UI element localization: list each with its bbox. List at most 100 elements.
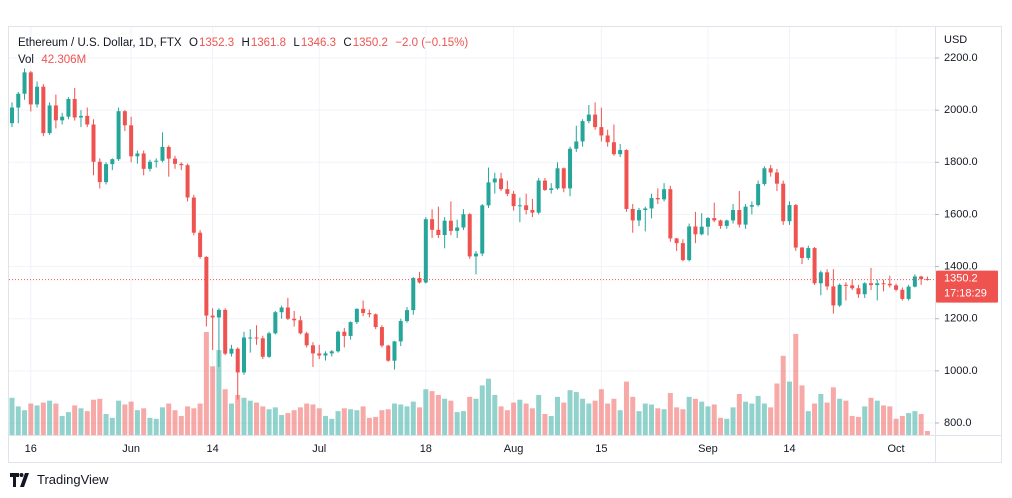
volume-bar	[686, 396, 692, 435]
volume-bar	[467, 396, 473, 435]
candle-body	[768, 168, 773, 173]
volume-bar	[611, 398, 617, 435]
volume-bar	[159, 407, 165, 435]
volume-bar	[366, 417, 372, 435]
candle-body	[398, 321, 403, 342]
volume-bar	[178, 415, 184, 435]
volume-bar	[592, 400, 598, 435]
volume-bar	[674, 407, 680, 435]
y-tick-label: 800.0	[944, 417, 972, 429]
candle-body	[712, 218, 717, 221]
candle-body	[373, 314, 378, 328]
candle-body	[210, 315, 215, 318]
volume-bar	[103, 414, 109, 435]
volume-bar	[498, 406, 504, 435]
volume-bar	[348, 409, 354, 435]
candle-body	[216, 309, 221, 318]
candle-body	[574, 141, 579, 149]
volume-bar	[109, 417, 115, 435]
volume-bar	[768, 407, 774, 435]
volume-bar	[862, 406, 868, 435]
brand[interactable]: TradingView	[10, 472, 109, 487]
candle-body	[561, 168, 566, 189]
volume-bar	[266, 409, 272, 435]
candle-body	[298, 320, 303, 334]
ohlc-row: Ethereum / U.S. Dollar, 1D, FTX O1352.3 …	[18, 35, 469, 52]
volume-bar	[216, 350, 222, 435]
candle-body	[241, 337, 246, 373]
volume-bar	[492, 394, 498, 435]
volume-bar	[655, 408, 661, 435]
volume-bar	[354, 410, 360, 435]
brand-name: TradingView	[37, 472, 109, 487]
volume-bar	[147, 417, 153, 435]
volume-bar	[40, 402, 46, 435]
volume-bar	[228, 403, 234, 435]
volume-bar	[529, 408, 535, 435]
x-tick-label: 16	[25, 443, 37, 455]
volume-bar	[260, 406, 266, 435]
volume-bar	[837, 398, 843, 435]
candle-body	[292, 318, 297, 321]
volume-bar	[793, 333, 799, 435]
volume-bar	[786, 381, 792, 435]
y-tick-label: 1600.0	[944, 208, 978, 220]
volume-bar	[78, 408, 84, 435]
volume-bar	[887, 406, 893, 435]
candle-body	[173, 158, 178, 164]
candle-body	[662, 189, 667, 200]
candle-body	[705, 218, 710, 227]
candle-body	[473, 253, 478, 257]
y-tick-label: 2200.0	[944, 52, 978, 64]
candle-body	[116, 111, 121, 160]
volume-bar	[22, 410, 28, 435]
candle-body	[611, 142, 616, 155]
countdown: 17:18:29	[944, 287, 987, 299]
volume-bar	[335, 411, 341, 435]
volume-bar	[191, 408, 197, 435]
candle-body	[624, 150, 629, 209]
candle-body	[480, 205, 485, 254]
candle-body	[342, 331, 347, 336]
price-label-bg	[936, 270, 998, 303]
volume-bar	[649, 404, 655, 435]
volume-bar	[755, 395, 761, 435]
candle-body	[806, 248, 811, 258]
volume-bar	[780, 355, 786, 435]
candle-body	[78, 115, 83, 118]
candle-body	[643, 208, 648, 211]
x-tick-label: Jun	[122, 443, 140, 455]
candle-body	[60, 116, 65, 121]
volume-bar	[84, 411, 90, 435]
volume-bar	[724, 418, 730, 435]
candle-body	[461, 214, 466, 228]
volume-bar	[203, 332, 209, 435]
legend: Ethereum / U.S. Dollar, 1D, FTX O1352.3 …	[18, 35, 469, 69]
candle-body	[724, 220, 729, 226]
volume-bar	[9, 397, 15, 435]
volume-bar	[247, 400, 253, 435]
volume-bar	[749, 403, 755, 435]
volume-bar	[329, 418, 335, 435]
candle-body	[97, 161, 102, 183]
volume-bar	[34, 405, 40, 435]
candle-body	[329, 351, 334, 354]
volume-bar	[435, 394, 441, 435]
volume-bar	[699, 401, 705, 435]
candle-body	[549, 188, 554, 190]
volume-bar	[153, 418, 159, 435]
volume-bar	[391, 403, 397, 435]
volume-bar	[304, 403, 310, 435]
volume-bar	[53, 403, 59, 435]
candle-body	[53, 105, 58, 121]
candle-body	[894, 285, 899, 290]
candle-body	[812, 248, 817, 284]
candle-body	[511, 193, 516, 207]
candle-body	[310, 345, 315, 354]
volume-bar	[830, 387, 836, 435]
candle-body	[586, 114, 591, 122]
candle-body	[825, 272, 830, 287]
candle-body	[906, 286, 911, 299]
candle-body	[693, 226, 698, 235]
candle-body	[129, 125, 134, 157]
